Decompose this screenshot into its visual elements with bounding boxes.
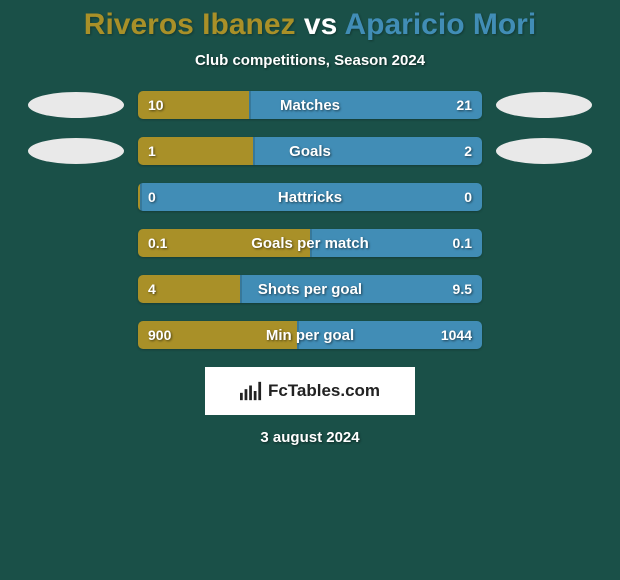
stat-value-right: 0: [464, 183, 472, 211]
stat-bar-right: [240, 275, 482, 303]
player1-avatar: [26, 137, 126, 165]
stat-bar-divider: [240, 275, 242, 303]
stat-row: 9001044Min per goal: [0, 321, 620, 349]
stat-value-left: 900: [148, 321, 171, 349]
stat-value-left: 0.1: [148, 229, 167, 257]
stat-row: 12Goals: [0, 137, 620, 165]
stat-bar-divider: [140, 183, 142, 211]
stat-bar-right: [140, 183, 482, 211]
avatar-spacer: [494, 229, 594, 257]
stat-bar: 0.10.1Goals per match: [138, 229, 482, 257]
avatar-spacer: [26, 321, 126, 349]
stat-bar-right: [249, 91, 482, 119]
stat-bar-divider: [297, 321, 299, 349]
avatar-spacer: [494, 321, 594, 349]
stat-bar-right: [253, 137, 482, 165]
avatar-spacer: [26, 183, 126, 211]
logo-text: FcTables.com: [268, 381, 380, 401]
stat-bar: 1021Matches: [138, 91, 482, 119]
subtitle: Club competitions, Season 2024: [0, 52, 620, 69]
stat-bar-divider: [253, 137, 255, 165]
comparison-title: Riveros Ibanez vs Aparicio Mori: [0, 8, 620, 42]
player1-avatar: [26, 91, 126, 119]
stat-bar: 49.5Shots per goal: [138, 275, 482, 303]
player2-avatar: [494, 137, 594, 165]
player1-name: Riveros Ibanez: [84, 8, 296, 41]
stat-row: 0.10.1Goals per match: [0, 229, 620, 257]
stat-row: 00Hattricks: [0, 183, 620, 211]
stat-value-left: 10: [148, 91, 164, 119]
stat-value-left: 1: [148, 137, 156, 165]
logo-box: FcTables.com: [205, 367, 415, 415]
player2-name: Aparicio Mori: [344, 8, 536, 41]
date-text: 3 august 2024: [0, 429, 620, 446]
vs-text: vs: [296, 8, 345, 41]
stat-value-left: 0: [148, 183, 156, 211]
avatar-spacer: [494, 275, 594, 303]
comparison-card: Riveros Ibanez vs Aparicio Mori Club com…: [0, 0, 620, 580]
stat-value-left: 4: [148, 275, 156, 303]
stat-bar: 9001044Min per goal: [138, 321, 482, 349]
stat-value-right: 0.1: [453, 229, 472, 257]
stat-bar-divider: [249, 91, 251, 119]
stat-bar: 12Goals: [138, 137, 482, 165]
player2-avatar: [494, 91, 594, 119]
bar-chart-icon: [240, 381, 262, 401]
stat-row: 49.5Shots per goal: [0, 275, 620, 303]
stat-row: 1021Matches: [0, 91, 620, 119]
stat-value-right: 2: [464, 137, 472, 165]
stat-bar: 00Hattricks: [138, 183, 482, 211]
stat-value-right: 21: [456, 91, 472, 119]
avatar-spacer: [26, 229, 126, 257]
stat-rows: 1021Matches12Goals00Hattricks0.10.1Goals…: [0, 91, 620, 349]
stat-value-right: 1044: [441, 321, 472, 349]
stat-value-right: 9.5: [453, 275, 472, 303]
avatar-spacer: [494, 183, 594, 211]
avatar-spacer: [26, 275, 126, 303]
stat-bar-divider: [310, 229, 312, 257]
